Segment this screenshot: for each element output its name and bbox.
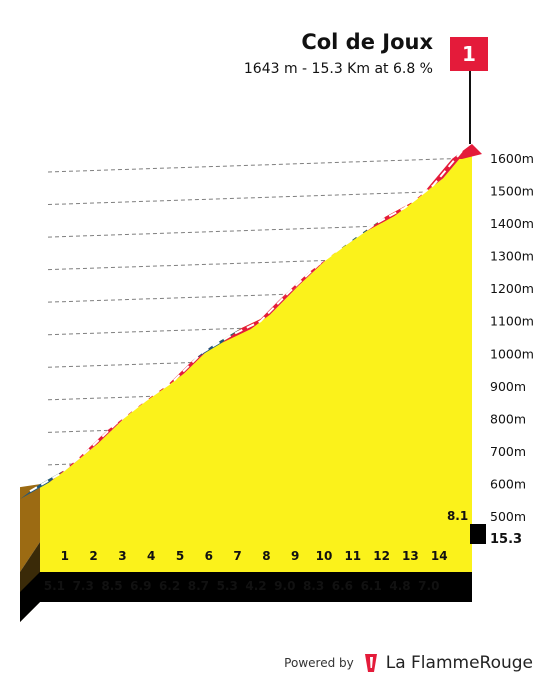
y-tick-label: 1600m xyxy=(490,151,534,166)
road-centre-line xyxy=(29,150,463,493)
y-tick-label: 1100m xyxy=(490,314,534,329)
km-marker-3: 3 xyxy=(118,549,126,563)
flag-number: 1 xyxy=(462,42,476,66)
base-band xyxy=(20,524,486,622)
y-tick-label: 1300m xyxy=(490,249,534,264)
km-band xyxy=(20,572,472,622)
y-tick-label: 800m xyxy=(490,411,526,426)
brand-name: La FlammeRouge xyxy=(385,653,533,673)
y-tick-label: 1400m xyxy=(490,216,534,231)
gradient-label-km-8: 4.2 xyxy=(245,579,266,593)
gradient-label-km-5: 6.2 xyxy=(159,579,180,593)
road-strip xyxy=(20,144,482,500)
climb-stats: 1643 m - 15.3 Km at 6.8 % xyxy=(243,61,433,77)
y-tick-label: 500m xyxy=(490,509,526,524)
total-distance-label: 15.3 xyxy=(490,532,522,547)
climb-title: Col de Joux xyxy=(301,30,433,54)
gradient-label-km-12: 6.1 xyxy=(361,579,382,593)
y-tick-label: 900m xyxy=(490,379,526,394)
gradient-label-km-3: 8.5 xyxy=(101,579,122,593)
road-segment-km-3 xyxy=(77,416,127,459)
km-marker-8: 8 xyxy=(262,549,270,563)
gradient-label-km-13: 4.8 xyxy=(389,579,410,593)
gradient-label-km-4: 6.9 xyxy=(130,579,151,593)
y-tick-label: 1500m xyxy=(490,184,534,199)
gradient-label-km-7: 5.3 xyxy=(217,579,238,593)
powered-by-text: Powered by xyxy=(284,656,354,670)
start-block xyxy=(20,484,40,572)
km-marker-1: 1 xyxy=(61,549,69,563)
km-marker-10: 10 xyxy=(316,549,333,563)
gradient-label-km-10: 8.3 xyxy=(303,579,324,593)
km-marker-2: 2 xyxy=(89,549,97,563)
y-tick-label: 700m xyxy=(490,444,526,459)
km-marker-12: 12 xyxy=(373,549,390,563)
gradient-label-km-1: 5.1 xyxy=(44,579,65,593)
flame-rouge-logo-icon xyxy=(364,654,377,672)
gradient-label-km-9: 9.0 xyxy=(274,579,295,593)
summit-flag: 1 xyxy=(450,37,488,144)
km-marker-5: 5 xyxy=(176,549,184,563)
km-marker-14: 14 xyxy=(431,549,448,563)
km-marker-13: 13 xyxy=(402,549,419,563)
gradient-label-km-11: 6.6 xyxy=(332,579,353,593)
gradient-band xyxy=(40,542,472,572)
gradient-label-km-15: 8.1 xyxy=(447,509,468,523)
y-tick-label: 600m xyxy=(490,476,526,491)
y-tick-label: 1200m xyxy=(490,281,534,296)
gradient-label-km-6: 8.7 xyxy=(188,579,209,593)
gradient-label-km-2: 7.3 xyxy=(73,579,94,593)
km-marker-11: 11 xyxy=(344,549,361,563)
grid-line-1600 xyxy=(47,157,473,173)
flag-banner xyxy=(450,37,488,71)
km-marker-4: 4 xyxy=(147,549,155,563)
gradient-label-km-14: 7.0 xyxy=(418,579,439,593)
grid-line-1500 xyxy=(47,190,473,206)
footer: Powered by La FlammeRouge xyxy=(284,653,533,673)
end-cap xyxy=(470,524,486,544)
km-marker-9: 9 xyxy=(291,549,299,563)
km-marker-7: 7 xyxy=(233,549,241,563)
road-summit-cap xyxy=(452,144,482,159)
y-tick-label: 1000m xyxy=(490,346,534,361)
km-marker-6: 6 xyxy=(205,549,213,563)
profile-area xyxy=(40,144,472,542)
labels: 500m 600m 700m 800m 900m 1000m 1100m 1200m 1300m… xyxy=(44,151,534,593)
